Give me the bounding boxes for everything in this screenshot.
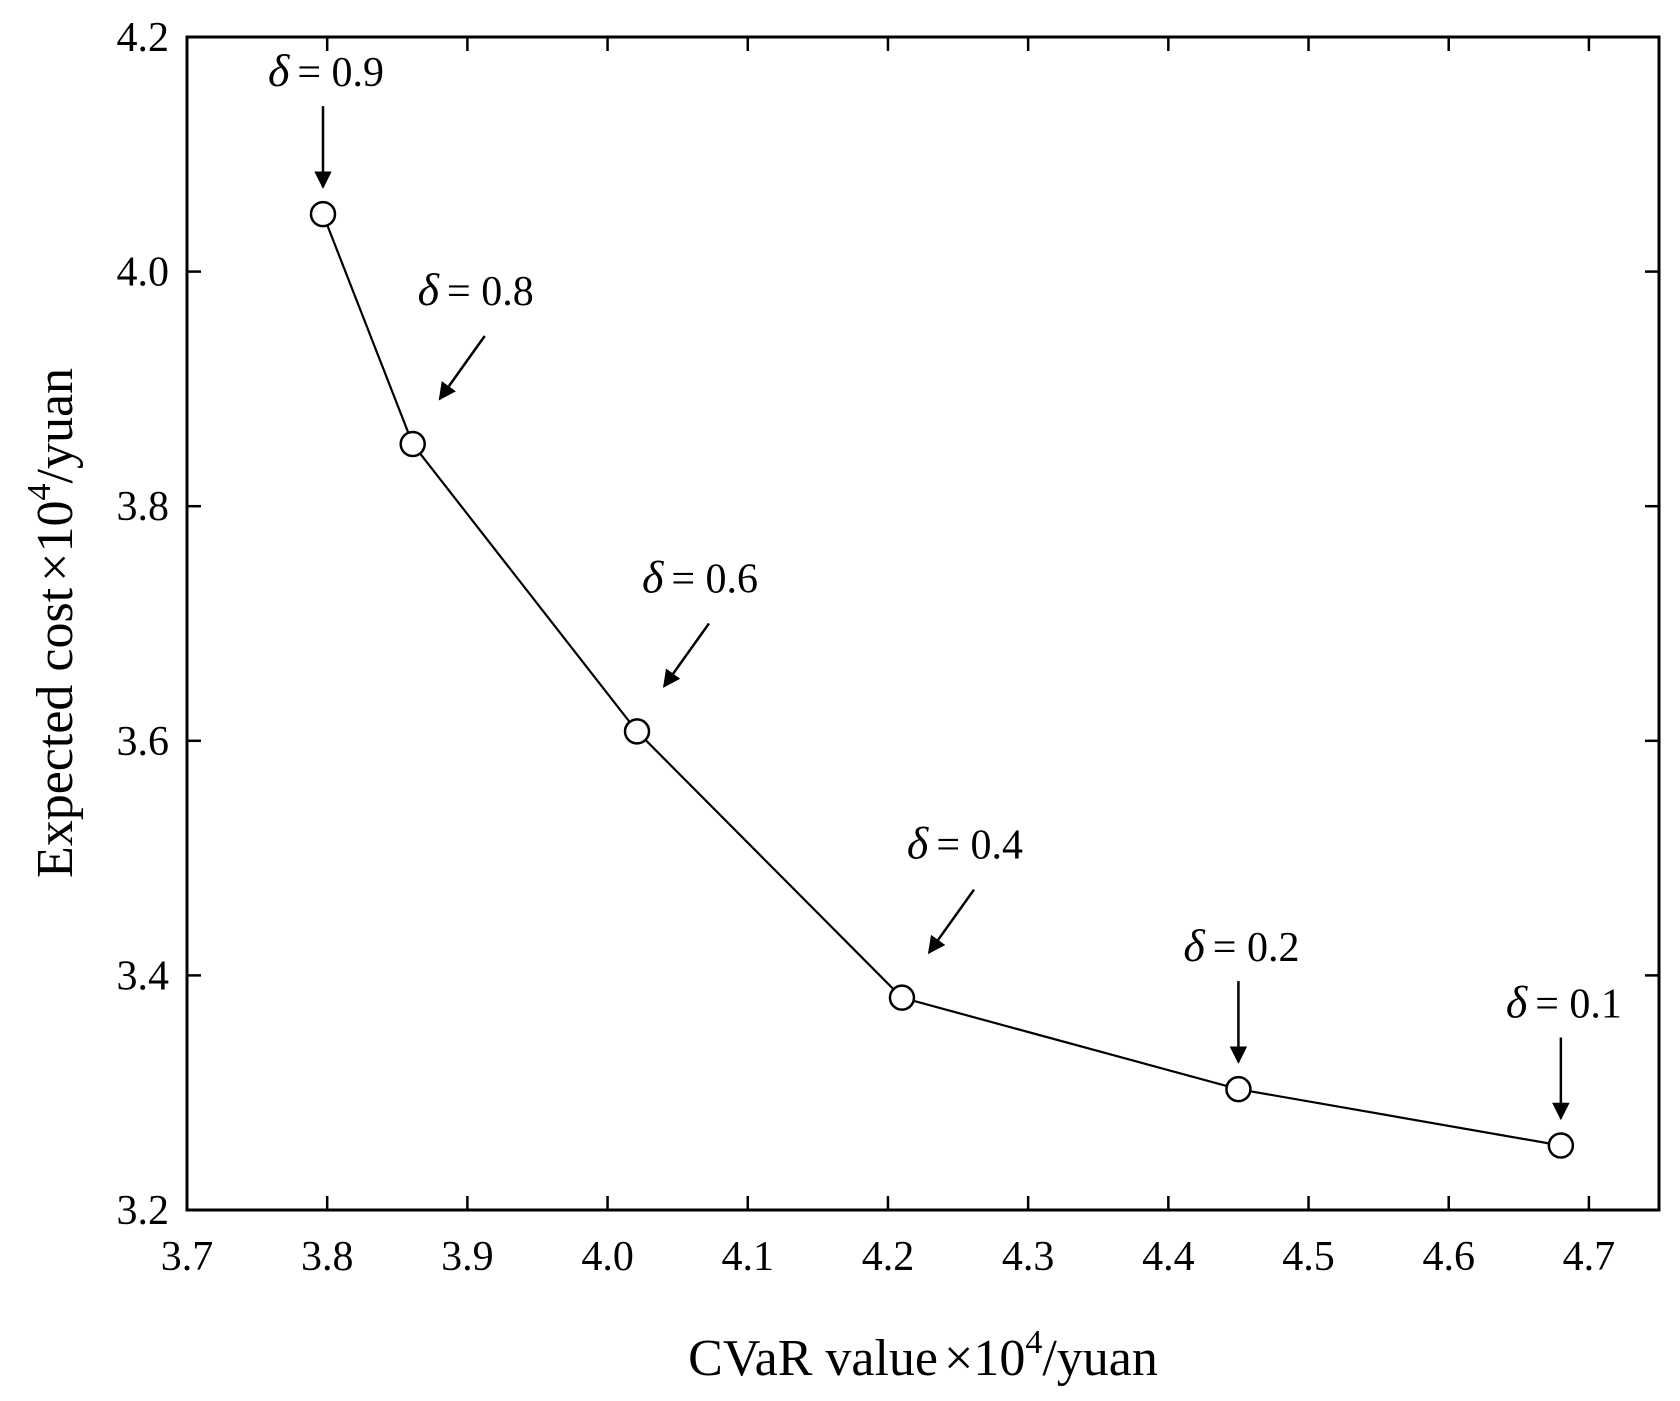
x-tick-label: 3.7 — [161, 1234, 214, 1280]
x-axis-title: CVaR value ×104/yuan — [688, 1324, 1158, 1387]
data-point-5 — [1225, 1075, 1252, 1103]
annotation-label: δ = 0.2 — [1183, 920, 1299, 971]
x-tick-label: 4.5 — [1282, 1234, 1335, 1280]
x-tick-label: 3.8 — [301, 1234, 354, 1280]
x-tick-label: 4.6 — [1422, 1234, 1475, 1280]
annotation-arrow — [438, 335, 486, 401]
annotations-group: δ = 0.9 δ = 0.8 δ = 0.6 δ = 0.4 δ = 0.2 δ = 0.1 — [268, 45, 1622, 1121]
y-axis-title: Expected cost×104/yuan — [21, 368, 84, 878]
annotation-label: δ = 0.8 — [418, 264, 534, 315]
data-point-6 — [1547, 1132, 1575, 1159]
annotation-label: δ = 0.1 — [1506, 976, 1622, 1027]
x-tick-label: 4.1 — [722, 1234, 775, 1280]
y-tick-label: 4.0 — [117, 250, 170, 296]
series-line-0 — [321, 213, 1562, 1147]
x-tick-label: 3.9 — [441, 1234, 494, 1280]
data-point-3 — [623, 718, 651, 745]
data-markers-group — [309, 200, 1575, 1159]
x-axis-ticks: 3.7 3.8 3.9 4.0 4.1 4.2 4.3 4.4 4.5 4.6 4.7 — [161, 37, 1615, 1280]
x-tick-label: 4.7 — [1563, 1234, 1616, 1280]
x-tick-label: 4.2 — [862, 1234, 915, 1280]
annotation-arrow — [662, 622, 711, 688]
annotation-label: δ = 0.9 — [268, 45, 384, 96]
plot-frame — [185, 35, 1661, 1212]
x-tick-label: 4.4 — [1142, 1234, 1195, 1280]
x-tick-label: 4.0 — [581, 1234, 634, 1280]
y-tick-label: 4.2 — [117, 15, 170, 61]
annotation-label: δ = 0.6 — [642, 551, 758, 602]
y-axis-ticks: 3.2 3.4 3.6 3.8 4.0 4.2 — [117, 15, 1659, 1234]
y-tick-label: 3.2 — [117, 1188, 170, 1234]
annotation-label: δ = 0.4 — [907, 818, 1023, 869]
y-tick-label: 3.4 — [117, 953, 170, 999]
annotation-arrow — [927, 888, 975, 955]
x-tick-label: 4.3 — [1002, 1234, 1055, 1280]
data-point-1 — [309, 200, 337, 228]
y-tick-label: 3.8 — [117, 484, 170, 530]
series-line-group — [321, 213, 1562, 1147]
data-point-2 — [399, 430, 426, 458]
y-tick-label: 3.6 — [117, 719, 170, 765]
data-point-4 — [888, 984, 916, 1011]
